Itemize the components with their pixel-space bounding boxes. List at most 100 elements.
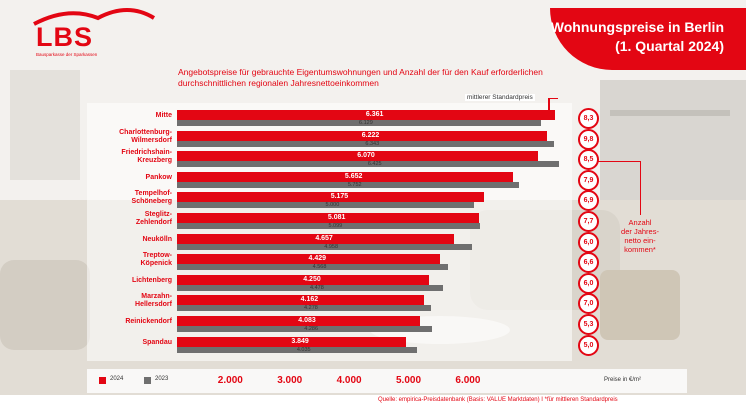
x-tick-label: 3.000: [277, 375, 303, 386]
bar-2024: [177, 233, 454, 244]
value-label-2024: 5.081: [327, 214, 346, 221]
lbs-logo-wordmark: LBS: [36, 22, 93, 52]
value-label-2023: 5.099: [328, 223, 343, 229]
category-label: Reinickendorf: [88, 318, 172, 326]
value-label-2023: 4.568: [312, 264, 327, 271]
category-label: Treptow- Köpenick: [88, 252, 172, 268]
category-label-line: Tempelhof-: [134, 190, 172, 198]
legend-2024-label: 2024: [110, 376, 124, 382]
legend-2023-swatch: [144, 377, 151, 384]
title-line-2: (1. Quartal 2024): [615, 38, 724, 54]
income-leader-v: [640, 161, 641, 215]
income-ratio-badge: 9,8: [578, 128, 599, 150]
axis-strip: [87, 369, 687, 393]
category-label-line: Hellersdorf: [135, 301, 172, 309]
category-label: Tempelhof- Schöneberg: [88, 190, 172, 206]
value-label-2023: 4.478: [309, 284, 324, 291]
bar-2024: [177, 213, 479, 223]
income-leader-h: [598, 161, 640, 162]
value-label-2024: 4.162: [300, 296, 319, 304]
bar-2024: [177, 192, 485, 203]
bar-2023: [177, 223, 480, 229]
value-label-2023: 6.129: [359, 120, 373, 126]
income-ratio-badge: 8,3: [578, 108, 599, 129]
bar-2024: [177, 295, 425, 306]
income-ratio-badge: 6,6: [578, 252, 599, 274]
bar-2023: [177, 181, 519, 188]
title-box: Wohnungspreise in Berlin (1. Quartal 202…: [550, 8, 746, 70]
category-label-line: Steglitz-: [144, 211, 172, 218]
value-label-2024: 6.361: [365, 111, 384, 118]
x-tick-label: 5.000: [396, 375, 422, 386]
bar-2023: [177, 326, 432, 332]
axis-unit-label: Preise in €/m²: [604, 377, 642, 383]
bar-2024: [177, 254, 441, 265]
bar-2024: [177, 274, 430, 285]
income-ratio-badge: 8,5: [578, 149, 599, 171]
category-label-line: Zehlendorf: [135, 219, 172, 226]
value-label-2023: 5.000: [325, 202, 340, 209]
bar-2023: [177, 305, 432, 312]
bar-2023: [177, 120, 542, 126]
income-annotation: Anzahl der Jahres- netto ein- kommen*: [615, 218, 665, 254]
income-ratio-badge: 5,3: [578, 314, 599, 335]
x-tick-label: 2.000: [217, 375, 243, 386]
bar-2023: [177, 202, 474, 209]
value-label-2024: 4.429: [308, 255, 327, 263]
category-label-line: Schöneberg: [131, 198, 172, 206]
value-label-2023: 4.035: [296, 346, 311, 353]
category-label-line: Lichtenberg: [131, 276, 172, 284]
income-annotation-line-4: kommen*: [624, 245, 656, 254]
income-annotation-line-1: Anzahl: [628, 218, 652, 227]
income-ratio-badge: 6,9: [578, 190, 599, 212]
legend-2023-label: 2023: [155, 376, 169, 382]
chart-subtitle: Angebotspreise für gebrauchte Eigentumsw…: [178, 67, 543, 88]
income-ratio-badge: 7,7: [578, 211, 599, 232]
value-label-2024: 3.849: [291, 337, 309, 345]
value-label-2023: 5.752: [347, 181, 362, 188]
category-label: Steglitz- Zehlendorf: [88, 211, 172, 227]
income-ratio-badge: 5,0: [578, 334, 599, 356]
value-label-2024: 6.222: [361, 131, 380, 139]
bar-2024: [177, 151, 538, 162]
bar-2024: [177, 316, 420, 326]
category-label-line: Mitte: [155, 112, 172, 119]
category-label-line: Neukölln: [142, 235, 172, 243]
value-label-2023: 6.343: [365, 140, 380, 147]
category-label-line: Köpenick: [140, 260, 172, 268]
value-label-2023: 4.278: [304, 305, 318, 312]
bar-2024: [177, 171, 513, 182]
category-label: Friedrichshain- Kreuzberg: [88, 149, 172, 165]
bar-2024: [177, 110, 555, 120]
category-label-line: Spandau: [142, 338, 172, 346]
x-tick-label: 6.000: [455, 375, 481, 386]
standard-price-leader-v: [548, 98, 558, 99]
category-label-line: Kreuzberg: [137, 157, 172, 165]
category-label: Neukölln: [88, 236, 172, 244]
income-annotation-line-3: netto ein-: [624, 236, 656, 245]
category-label: Mitte: [88, 112, 172, 120]
legend-2024-swatch: [99, 377, 106, 384]
value-label-2024: 4.250: [303, 275, 321, 283]
category-label-line: Charlottenburg-: [119, 128, 172, 136]
category-label-line: Wilmersdorf: [131, 136, 172, 144]
value-label-2023: 6.425: [367, 161, 382, 168]
category-label-line: Friedrichshain-: [121, 149, 172, 157]
bar-2023: [177, 140, 554, 147]
income-ratio-badge: 7,9: [578, 169, 599, 191]
bar-2024: [177, 130, 547, 141]
value-label-2024: 5.175: [330, 193, 349, 201]
category-label-line: Treptow-: [142, 252, 172, 260]
value-label-2024: 4.083: [298, 317, 316, 324]
category-label: Spandau: [88, 339, 172, 347]
value-label-2024: 5.652: [344, 172, 363, 180]
bar-2024: [177, 336, 406, 347]
x-tick-label: 4.000: [336, 375, 362, 386]
value-label-2023: 4.958: [324, 243, 339, 250]
value-label-2023: 4.286: [304, 326, 319, 332]
category-label: Lichtenberg: [88, 277, 172, 285]
value-label-2024: 4.657: [315, 234, 333, 242]
standard-price-annotation: mittlerer Standardpreis: [465, 94, 535, 101]
bar-2023: [177, 264, 449, 271]
value-label-2024: 6.070: [357, 152, 375, 160]
